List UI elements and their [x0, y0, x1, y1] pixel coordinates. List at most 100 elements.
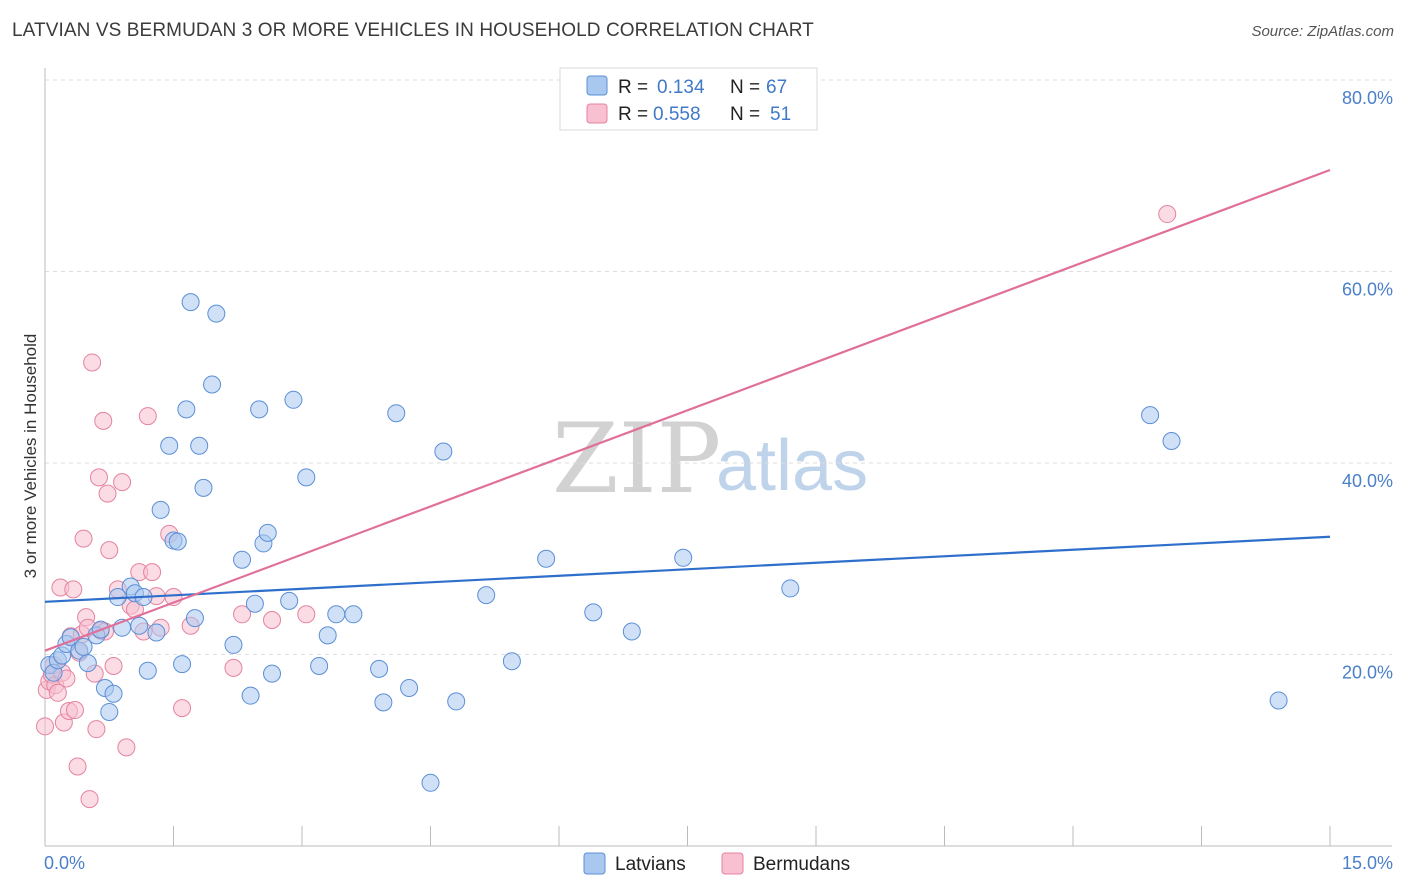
latvians-point	[284, 390, 303, 409]
bermudans-point	[1158, 205, 1177, 224]
latvians-point	[370, 659, 389, 678]
y-axis-title: 3 or more Vehicles in Household	[21, 334, 40, 579]
legend-swatch-latvians	[586, 75, 608, 96]
y-tick-label: 80.0%	[1342, 88, 1393, 108]
bermudans-point	[68, 757, 87, 776]
latvians-point	[344, 605, 363, 624]
latvians-point	[297, 468, 316, 487]
bermudans-point	[233, 605, 252, 624]
legend-r-value-1: 0.134	[657, 77, 705, 98]
x-tick-label-max: 15.0%	[1342, 853, 1393, 873]
legend-n-label-2: N =	[730, 104, 760, 125]
latvians-point	[241, 686, 260, 705]
latvians-point	[1162, 431, 1181, 450]
bermudans-point	[138, 407, 157, 426]
latvians-point	[258, 523, 277, 542]
legend-n-value-2: 51	[770, 104, 791, 125]
y-tick-labels: 20.0% 40.0% 60.0% 80.0%	[1342, 88, 1393, 683]
watermark-zip: ZIP	[552, 403, 721, 515]
latvians-point	[185, 609, 204, 628]
legend-r-value-2: 0.558	[653, 104, 701, 125]
latvians-point	[194, 478, 213, 497]
bermudans-point	[173, 699, 192, 718]
bermudans-point	[297, 605, 316, 624]
bermudans-point	[80, 790, 99, 809]
latvians-point	[318, 626, 337, 645]
bermudans-point	[143, 563, 162, 582]
bermudans-point	[224, 658, 243, 677]
latvians-point	[100, 702, 119, 721]
latvians-point	[104, 684, 123, 703]
latvians-point	[622, 622, 641, 641]
latvians-point	[374, 693, 393, 712]
latvians-point	[78, 654, 97, 673]
bottom-legend-latvians: Latvians	[615, 854, 686, 875]
bermudans-point	[113, 473, 132, 492]
latvians-point	[502, 652, 521, 671]
bermudans-point	[83, 353, 102, 372]
bermudans-point	[74, 529, 93, 548]
latvians-point	[160, 436, 179, 455]
latvians-point	[245, 594, 264, 613]
bermudans-point	[89, 468, 108, 487]
bermudans-point	[104, 656, 123, 675]
latvians-point	[168, 532, 187, 551]
latvians-trend-line	[44, 535, 1331, 603]
legend-swatch-bermudans	[586, 103, 608, 124]
latvians-point	[147, 623, 166, 642]
bermudans-point	[48, 683, 67, 702]
latvians-point	[207, 304, 226, 323]
bermudans-point	[65, 701, 84, 720]
latvians-point	[584, 603, 603, 622]
latvians-point	[130, 616, 149, 635]
legend-r-label-1: R =	[618, 77, 648, 98]
series-legend: Latvians Bermudans	[583, 852, 850, 875]
legend-r-label-2: R =	[618, 104, 648, 125]
latvians-point	[310, 656, 329, 675]
bottom-legend-swatch-bermudans	[721, 852, 744, 875]
latvians-point	[173, 655, 192, 674]
y-tick-label: 60.0%	[1342, 280, 1393, 300]
bermudans-point	[64, 580, 83, 599]
latvians-point	[233, 550, 252, 569]
latvians-point	[280, 591, 299, 610]
watermark-atlas: atlas	[716, 426, 868, 506]
latvians-point	[447, 692, 466, 711]
latvians-point	[674, 548, 693, 567]
latvians-point	[327, 605, 346, 624]
bermudans-point	[263, 611, 282, 630]
bermudans-point	[117, 738, 136, 757]
legend-n-value-1: 67	[766, 77, 787, 98]
latvians-point	[434, 442, 453, 461]
y-tick-label: 40.0%	[1342, 471, 1393, 491]
bermudans-point	[87, 720, 106, 739]
bottom-legend-bermudans: Bermudans	[753, 854, 850, 875]
latvians-point	[151, 500, 170, 519]
latvians-point	[1141, 406, 1160, 425]
latvians-point	[250, 400, 269, 419]
latvians-point	[190, 436, 209, 455]
bermudans-point	[36, 717, 54, 736]
latvians-point	[781, 579, 800, 598]
bermudans-point	[100, 541, 119, 560]
stats-legend: R = 0.134 N = 67 R = 0.558 N = 51	[559, 67, 818, 131]
latvians-point	[203, 375, 222, 394]
latvians-point	[181, 293, 200, 312]
chart-title: LATVIAN VS BERMUDAN 3 OR MORE VEHICLES I…	[12, 20, 814, 41]
latvians-point	[387, 404, 406, 423]
x-axis-ticks	[173, 826, 1331, 846]
latvians-point	[421, 773, 440, 792]
bermudans-point	[98, 484, 117, 503]
latvians-points	[40, 293, 1288, 792]
latvians-point	[177, 400, 196, 419]
legend-n-label-1: N =	[730, 77, 760, 98]
latvians-point	[400, 679, 419, 698]
bermudans-point	[94, 411, 113, 430]
bermudans-trend-line	[44, 168, 1331, 652]
latvians-point	[537, 549, 556, 568]
latvians-point	[224, 635, 243, 654]
source-credit: Source: ZipAtlas.com	[1251, 23, 1394, 40]
y-tick-label: 20.0%	[1342, 663, 1393, 683]
latvians-point	[263, 664, 282, 683]
